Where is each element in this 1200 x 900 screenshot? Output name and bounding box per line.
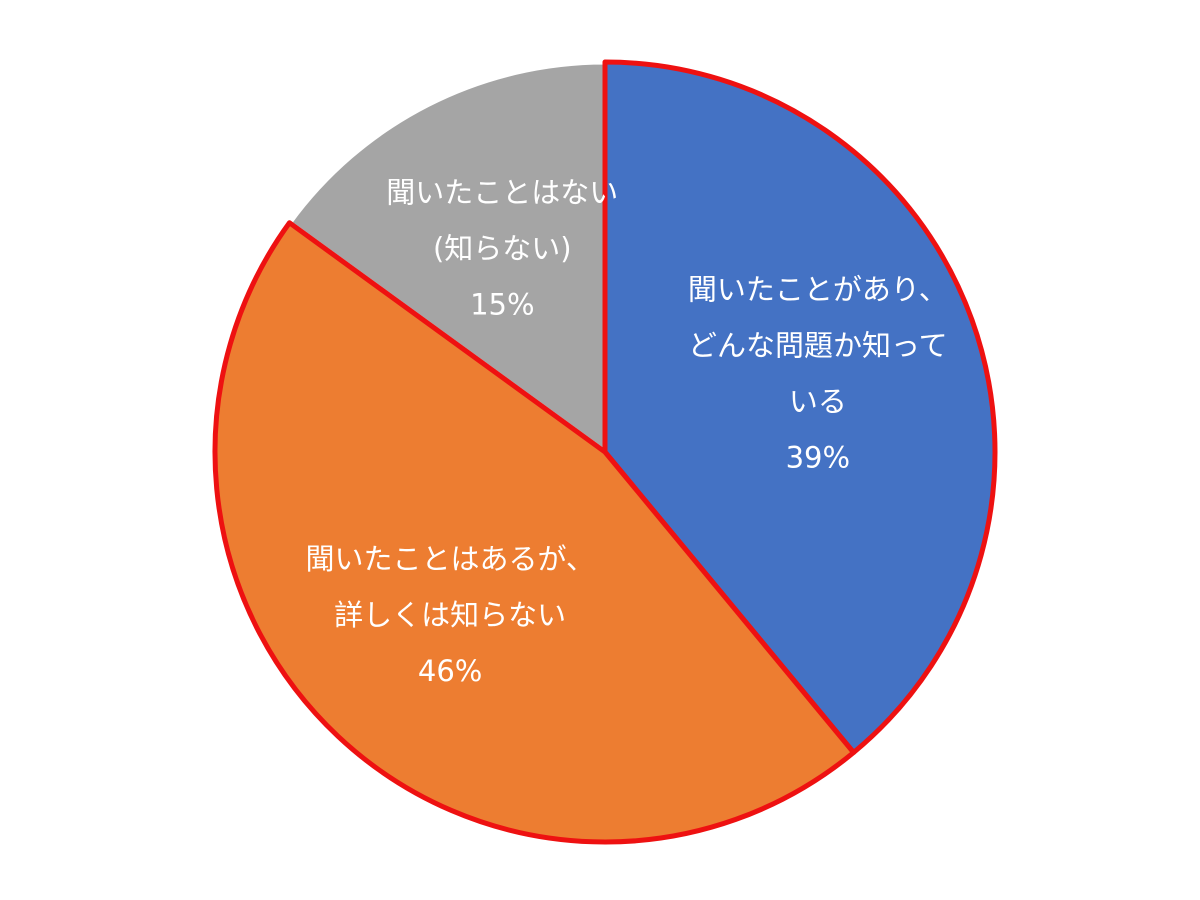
slice-label: いる — [789, 384, 847, 418]
slice-label: 詳しくは知らない — [334, 598, 566, 632]
slice-label: (知らない) — [433, 231, 572, 265]
slice-label: 聞いたことがあり、 — [688, 272, 948, 306]
slice-label: 聞いたことはない — [386, 175, 618, 209]
value-label: 46% — [418, 654, 482, 688]
pie-slice — [602, 59, 998, 755]
value-label: 15% — [470, 287, 534, 321]
value-label: 39% — [786, 440, 850, 474]
pie-slice — [286, 59, 608, 455]
pie-slice — [212, 220, 857, 845]
slice-label: どんな問題か知って — [688, 328, 948, 362]
slice-label: 聞いたことはあるが、 — [305, 542, 594, 576]
